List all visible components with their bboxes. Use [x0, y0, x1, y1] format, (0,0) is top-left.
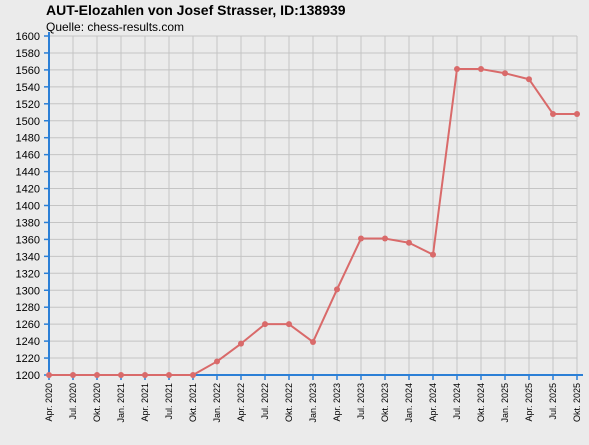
x-tick-label: Jul. 2020 [68, 383, 78, 420]
x-tick-label: Jan. 2021 [116, 383, 126, 423]
x-tick-label: Jan. 2023 [308, 383, 318, 423]
data-point [430, 251, 436, 258]
x-tick-label: Apr. 2024 [428, 383, 438, 422]
data-point [406, 239, 412, 246]
x-tick-label: Jul. 2022 [260, 383, 270, 420]
chart-title: AUT-Elozahlen von Josef Strasser, ID:138… [46, 2, 346, 18]
x-tick-label: Jan. 2025 [500, 383, 510, 423]
data-point [214, 358, 220, 365]
x-tick-label: Apr. 2021 [140, 383, 150, 422]
x-tick-label: Jul. 2021 [164, 383, 174, 420]
data-point [334, 286, 340, 293]
x-tick-label: Apr. 2022 [236, 383, 246, 422]
y-tick-label: 1600 [16, 31, 40, 43]
y-tick-labels: 1200 1220 1240 1260 1280 1300 1320 1340 1360 1380… [16, 31, 40, 382]
data-point [118, 372, 124, 378]
x-tick-label: Apr. 2020 [44, 383, 54, 422]
y-tick-label: 1260 [16, 319, 40, 331]
data-point [502, 70, 508, 77]
y-tick-label: 1440 [16, 167, 40, 179]
y-tick-label: 1280 [16, 302, 40, 314]
chart-subtitle: Quelle: chess-results.com [46, 20, 185, 34]
y-tick-label: 1580 [16, 48, 40, 60]
grid-lines [48, 35, 578, 376]
y-tick-label: 1520 [16, 99, 40, 111]
y-tick-label: 1240 [16, 336, 40, 348]
x-tick-label: Okt. 2021 [188, 383, 198, 422]
x-tick-label: Okt. 2020 [92, 383, 102, 422]
data-point [70, 372, 76, 378]
data-point [574, 110, 580, 117]
data-point [478, 66, 484, 73]
data-point [286, 321, 292, 328]
y-tick-label: 1560 [16, 65, 40, 77]
y-tick-label: 1340 [16, 251, 40, 263]
data-point [94, 372, 100, 378]
x-tick-label: Apr. 2023 [332, 383, 342, 422]
x-tick-label: Okt. 2024 [476, 383, 486, 422]
y-tick-label: 1400 [16, 201, 40, 213]
y-tick-label: 1380 [16, 217, 40, 229]
data-point [166, 372, 172, 378]
x-tick-label: Apr. 2025 [524, 383, 534, 422]
x-tick-label: Jul. 2024 [452, 383, 462, 420]
y-tick-label: 1300 [16, 285, 40, 297]
data-point [358, 235, 364, 242]
x-tick-label: Jul. 2023 [356, 383, 366, 420]
y-tick-label: 1320 [16, 268, 40, 280]
x-tick-label: Jan. 2022 [212, 383, 222, 423]
series-layer [46, 66, 580, 378]
x-tick-label: Jan. 2024 [404, 383, 414, 423]
x-tick-label: Okt. 2025 [572, 383, 582, 422]
y-tick-label: 1540 [16, 82, 40, 94]
x-tick-labels: Apr. 2020 Jul. 2020 Okt. 2020 Jan. 2021 Apr.… [44, 383, 582, 423]
data-point [190, 372, 196, 378]
x-tick-label: Okt. 2022 [284, 383, 294, 422]
data-point [142, 372, 148, 378]
data-point [382, 235, 388, 242]
y-tick-label: 1420 [16, 184, 40, 196]
data-point [46, 372, 52, 378]
data-point [454, 66, 460, 73]
y-tick-label: 1480 [16, 133, 40, 145]
data-point [262, 321, 268, 328]
data-point [550, 110, 556, 117]
x-tick-label: Okt. 2023 [380, 383, 390, 422]
y-tick-label: 1200 [16, 370, 40, 382]
data-point [238, 340, 244, 347]
y-tick-label: 1460 [16, 150, 40, 162]
data-point [310, 338, 316, 345]
y-tick-label: 1360 [16, 234, 40, 246]
y-tick-label: 1220 [16, 353, 40, 365]
y-tick-label: 1500 [16, 116, 40, 128]
x-tick-label: Jul. 2025 [548, 383, 558, 420]
data-point [526, 76, 532, 83]
